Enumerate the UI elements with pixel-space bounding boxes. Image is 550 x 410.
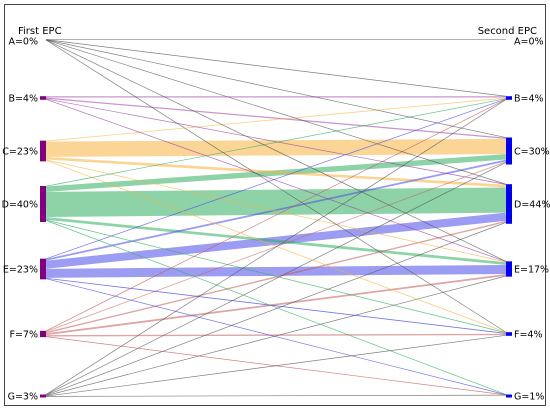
flow-e-to-c xyxy=(45,159,507,261)
right-node-d xyxy=(506,184,512,224)
flow-g-to-e xyxy=(45,275,507,397)
left-node-label-a: A=0% xyxy=(8,37,38,48)
left-node-label-d: D=40% xyxy=(2,200,38,211)
flow-a-to-e xyxy=(45,39,507,262)
flow-c-to-f xyxy=(45,159,507,333)
flow-e-to-f xyxy=(45,277,507,334)
flow-d-to-b xyxy=(45,98,507,187)
flow-b-to-e xyxy=(45,98,507,262)
flow-a-to-b xyxy=(45,39,507,97)
left-node-label-e: E=23% xyxy=(3,265,38,276)
flow-f-to-f xyxy=(45,333,507,337)
left-node-c xyxy=(40,140,46,162)
right-node-label-f: F=4% xyxy=(514,330,543,341)
flow-g-to-f xyxy=(45,334,507,397)
flow-d-to-g xyxy=(45,220,507,395)
flow-links xyxy=(45,39,507,397)
flow-f-to-e xyxy=(45,273,507,336)
right-node-label-e: E=17% xyxy=(514,265,549,276)
left-node-d xyxy=(40,186,46,222)
flow-d-to-d xyxy=(45,187,507,218)
right-node-label-d: D=44% xyxy=(514,200,550,211)
flow-e-to-b xyxy=(45,98,507,260)
left-node-label-g: G=3% xyxy=(8,392,38,403)
flow-c-to-c xyxy=(45,138,507,157)
flow-g-to-d xyxy=(45,222,507,396)
right-node-label-b: B=4% xyxy=(514,94,544,105)
flow-b-to-c xyxy=(45,97,507,139)
left-axis-title: First EPC xyxy=(18,26,62,37)
left-node-b xyxy=(40,96,46,100)
right-node-c xyxy=(506,137,512,165)
flow-e-to-g xyxy=(45,278,507,396)
left-node-label-c: C=23% xyxy=(2,147,38,158)
right-node-e xyxy=(506,261,512,277)
left-node-label-f: F=7% xyxy=(10,330,39,341)
flow-f-to-b xyxy=(45,98,507,332)
node-bars xyxy=(40,96,512,398)
left-node-g xyxy=(40,394,46,398)
right-node-f xyxy=(506,332,512,336)
left-node-f xyxy=(40,330,46,338)
right-node-label-a: A=0% xyxy=(514,37,544,48)
flow-f-to-d xyxy=(45,220,507,334)
flow-c-to-b xyxy=(45,97,507,142)
right-node-b xyxy=(506,96,512,100)
right-node-label-c: C=30% xyxy=(514,147,550,158)
flow-e-to-e xyxy=(45,264,507,278)
flow-b-to-d xyxy=(45,98,507,185)
left-node-label-b: B=4% xyxy=(8,94,38,105)
flow-d-to-f xyxy=(45,219,507,334)
right-axis-title: Second EPC xyxy=(478,26,537,37)
flow-g-to-g xyxy=(45,394,507,397)
flow-d-to-e xyxy=(45,217,507,265)
flow-c-to-e xyxy=(45,159,507,263)
node-labels: A=0% B=4% C=23% D=40% E=23% F=7% G=3% A=0% B=4% C… xyxy=(2,37,550,403)
flow-g-to-c xyxy=(45,162,507,396)
left-node-e xyxy=(40,258,46,280)
right-node-g xyxy=(506,394,512,398)
flow-c-to-d xyxy=(45,156,507,188)
flow-a-to-c xyxy=(45,39,507,138)
right-node-label-g: G=1% xyxy=(514,392,544,403)
flow-a-to-d xyxy=(45,39,507,185)
flow-g-to-b xyxy=(45,99,507,395)
flow-a-to-f xyxy=(45,39,507,333)
